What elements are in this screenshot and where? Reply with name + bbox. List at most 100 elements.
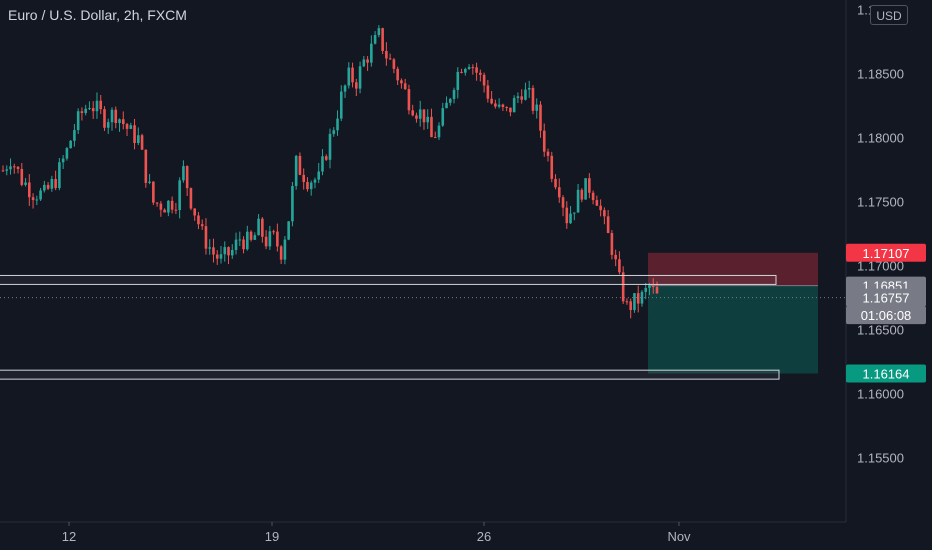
candle-body bbox=[204, 226, 208, 249]
candle-body bbox=[24, 182, 27, 185]
candle-body bbox=[569, 213, 572, 224]
candle-body bbox=[539, 104, 542, 131]
candle-body bbox=[118, 119, 121, 123]
candle-body bbox=[317, 171, 321, 180]
take-profit-label-box bbox=[846, 364, 926, 383]
candle-body bbox=[208, 247, 212, 249]
candle-body bbox=[535, 104, 539, 111]
currency-button[interactable]: USD bbox=[870, 5, 908, 25]
candles bbox=[1, 25, 659, 319]
time-tick-label: 12 bbox=[62, 529, 76, 544]
candle-body bbox=[272, 231, 275, 233]
candle-body bbox=[65, 148, 69, 159]
price-tick-label: 1.15500 bbox=[857, 451, 904, 466]
candle-body bbox=[174, 209, 178, 211]
take-profit-label: 1.16164 bbox=[863, 367, 910, 382]
candle-body bbox=[415, 115, 418, 119]
candle-body bbox=[452, 89, 456, 99]
candle-body bbox=[261, 218, 264, 237]
candle-body bbox=[137, 135, 140, 144]
candle-body bbox=[152, 181, 155, 203]
candle-body bbox=[219, 254, 223, 259]
candle-body bbox=[655, 286, 659, 294]
candle-body bbox=[610, 233, 614, 255]
stop-loss-zone[interactable] bbox=[648, 252, 818, 286]
candle-body bbox=[185, 166, 189, 189]
candle-body bbox=[294, 155, 298, 187]
candle-body bbox=[426, 116, 430, 123]
candle-body bbox=[599, 205, 602, 211]
candle-body bbox=[520, 96, 523, 100]
time-tick-label: 19 bbox=[265, 529, 279, 544]
candle-body bbox=[633, 293, 636, 311]
candle-body bbox=[230, 250, 234, 256]
candle-body bbox=[223, 247, 227, 255]
candle-body bbox=[268, 231, 272, 247]
support-resistance-zones[interactable] bbox=[0, 274, 780, 380]
candle-body bbox=[448, 98, 452, 103]
candle-body bbox=[238, 239, 242, 241]
candle-body bbox=[584, 178, 587, 200]
candle-body bbox=[110, 109, 114, 123]
candle-body bbox=[456, 71, 460, 90]
candle-body bbox=[264, 236, 268, 247]
candle-body bbox=[618, 259, 621, 273]
candle-body bbox=[324, 156, 328, 160]
candle-body bbox=[512, 98, 516, 113]
price-tick-label: 1.16500 bbox=[857, 323, 904, 338]
candle-body bbox=[531, 87, 535, 111]
candle-body bbox=[73, 130, 76, 141]
candle-body bbox=[212, 247, 215, 255]
candle-body bbox=[125, 124, 129, 129]
candle-body bbox=[170, 200, 174, 210]
candle-body bbox=[396, 68, 399, 81]
position-tool[interactable] bbox=[648, 252, 818, 374]
candle-body bbox=[501, 104, 505, 107]
candle-body bbox=[242, 239, 245, 250]
candle-body bbox=[287, 221, 290, 240]
candle-body bbox=[490, 98, 493, 104]
candle-body bbox=[370, 43, 373, 63]
candle-body bbox=[148, 181, 151, 183]
candle-body bbox=[306, 181, 309, 190]
candle-body bbox=[91, 108, 95, 112]
candle-body bbox=[407, 89, 411, 111]
candle-body bbox=[362, 59, 366, 67]
candle-body bbox=[336, 118, 339, 131]
candle-body bbox=[479, 72, 482, 75]
take-profit-zone[interactable] bbox=[648, 285, 818, 374]
candle-body bbox=[591, 192, 595, 201]
candle-body bbox=[347, 67, 351, 86]
support-zone[interactable] bbox=[0, 369, 780, 380]
candle-body bbox=[621, 272, 625, 302]
candle-body bbox=[561, 197, 565, 208]
candle-body bbox=[464, 68, 467, 73]
candle-body bbox=[121, 119, 125, 125]
candle-body bbox=[12, 166, 16, 168]
price-tick-label: 1.18500 bbox=[857, 67, 904, 82]
time-tick-label: 26 bbox=[477, 529, 491, 544]
stop-loss-label-box bbox=[846, 243, 926, 262]
candle-body bbox=[471, 67, 475, 69]
candle-body bbox=[640, 291, 644, 304]
candle-body bbox=[388, 58, 392, 60]
candle-body bbox=[494, 103, 497, 107]
candle-body bbox=[524, 89, 527, 100]
candle-body bbox=[31, 197, 35, 201]
candle-body bbox=[159, 203, 163, 210]
resistance-zone[interactable] bbox=[0, 274, 777, 285]
candle-body bbox=[358, 66, 362, 89]
last-price-label-box bbox=[846, 288, 926, 307]
time-axis[interactable]: 12 19 26 Nov bbox=[62, 522, 691, 544]
candle-body bbox=[355, 82, 358, 89]
candle-body bbox=[155, 202, 159, 204]
candle-body bbox=[234, 239, 238, 251]
candle-body bbox=[178, 180, 181, 211]
candle-body bbox=[573, 212, 576, 214]
candle-body bbox=[1, 170, 5, 172]
candle-body bbox=[69, 140, 72, 149]
candle-body bbox=[276, 231, 279, 247]
candle-body bbox=[167, 200, 170, 213]
